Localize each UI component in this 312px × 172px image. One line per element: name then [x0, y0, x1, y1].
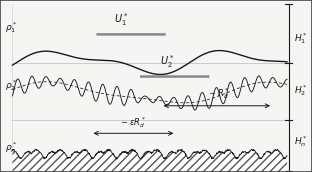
Text: $H_2^*$: $H_2^*$ — [294, 83, 308, 98]
Text: $\rho_2^*$: $\rho_2^*$ — [5, 79, 17, 93]
Text: $\sim R_d^*$: $\sim R_d^*$ — [207, 87, 230, 101]
Text: $\sim\varepsilon R_d^*$: $\sim\varepsilon R_d^*$ — [119, 115, 146, 130]
Text: $H_n^*$: $H_n^*$ — [294, 135, 308, 149]
Text: $H_1^*$: $H_1^*$ — [294, 31, 308, 46]
Text: $\rho_n^*$: $\rho_n^*$ — [5, 141, 17, 155]
Text: $\rho_1^*$: $\rho_1^*$ — [5, 20, 17, 35]
Text: $U_2^*$: $U_2^*$ — [160, 53, 174, 70]
Text: $U_1^*$: $U_1^*$ — [115, 11, 129, 28]
